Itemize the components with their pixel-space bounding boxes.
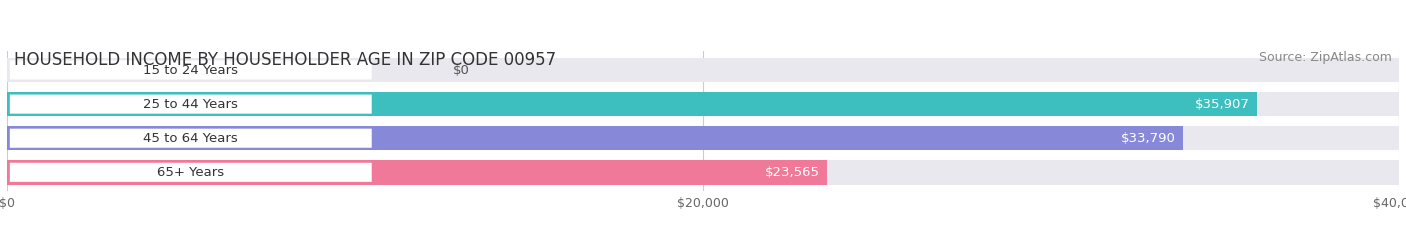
Bar [7, 92, 1399, 116]
Text: HOUSEHOLD INCOME BY HOUSEHOLDER AGE IN ZIP CODE 00957: HOUSEHOLD INCOME BY HOUSEHOLDER AGE IN Z… [14, 51, 557, 69]
Text: 45 to 64 Years: 45 to 64 Years [143, 132, 238, 145]
Text: 15 to 24 Years: 15 to 24 Years [143, 64, 238, 76]
Text: $35,907: $35,907 [1195, 98, 1250, 111]
FancyBboxPatch shape [10, 129, 371, 148]
Bar [7, 126, 1182, 151]
FancyBboxPatch shape [10, 163, 371, 182]
Text: $23,565: $23,565 [765, 166, 820, 179]
Text: 65+ Years: 65+ Years [157, 166, 225, 179]
Bar [7, 160, 1399, 185]
Bar [7, 126, 1399, 151]
Text: Source: ZipAtlas.com: Source: ZipAtlas.com [1260, 51, 1392, 64]
FancyBboxPatch shape [10, 61, 371, 79]
Bar [7, 160, 827, 185]
Text: $33,790: $33,790 [1121, 132, 1175, 145]
Text: $0: $0 [453, 64, 470, 76]
Bar [7, 92, 1257, 116]
Text: 25 to 44 Years: 25 to 44 Years [143, 98, 238, 111]
FancyBboxPatch shape [10, 95, 371, 114]
Bar [7, 58, 1399, 82]
